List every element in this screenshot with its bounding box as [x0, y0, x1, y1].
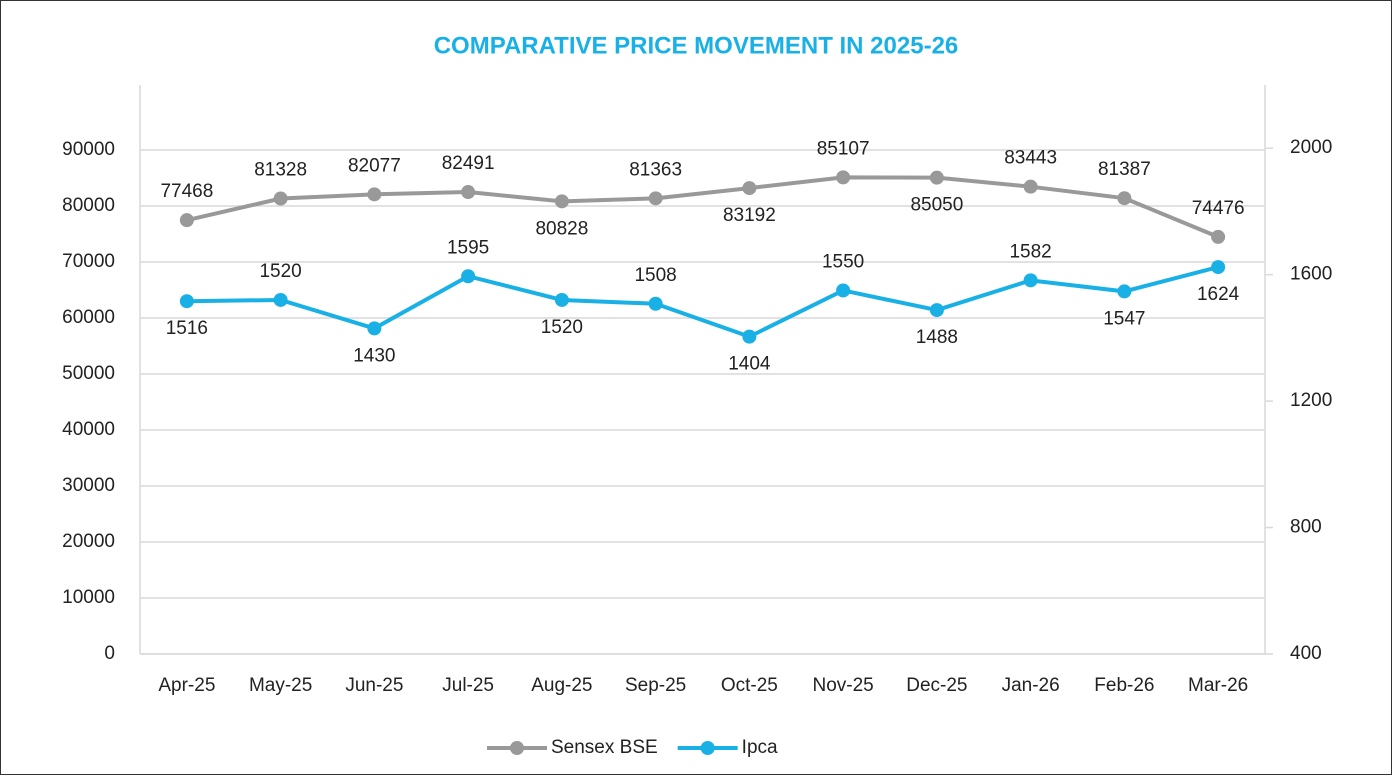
- data-label: 1516: [166, 318, 208, 339]
- x-tick-label: Jul-25: [442, 675, 494, 696]
- y-tick-label: 80000: [62, 195, 115, 216]
- x-tick-label: Sep-25: [625, 675, 686, 696]
- legend-marker: [700, 741, 715, 755]
- y-tick-label: 30000: [62, 475, 115, 496]
- data-label: 1595: [447, 237, 489, 258]
- point: [929, 170, 944, 185]
- point: [1023, 179, 1038, 194]
- data-label: 83192: [723, 205, 776, 226]
- x-tick-label: Jan-26: [1002, 675, 1060, 696]
- x-tick-label: Jun-25: [345, 675, 403, 696]
- point: [273, 292, 288, 307]
- point: [367, 321, 382, 336]
- data-label: 1508: [634, 265, 676, 286]
- data-label: 1547: [1103, 308, 1145, 329]
- y-tick-label: 70000: [62, 251, 115, 272]
- point: [554, 194, 569, 209]
- y-tick-label: 0: [104, 643, 115, 664]
- x-tick-label: Mar-26: [1188, 675, 1248, 696]
- chart-title: COMPARATIVE PRICE MOVEMENT IN 2025-26: [434, 32, 959, 59]
- point: [461, 269, 476, 284]
- y-tick-label: 90000: [62, 139, 115, 160]
- data-label: 83443: [1004, 148, 1057, 169]
- data-label: 77468: [160, 181, 213, 202]
- data-label: 1520: [259, 261, 301, 282]
- data-label: 74476: [1192, 198, 1245, 219]
- x-tick-label: Oct-25: [721, 675, 778, 696]
- y-tick-label: 10000: [62, 587, 115, 608]
- point: [179, 213, 194, 228]
- data-label: 1430: [353, 345, 395, 366]
- y2-tick-label: 1200: [1290, 390, 1332, 411]
- data-label: 1550: [822, 251, 864, 272]
- data-label: 85107: [817, 138, 870, 159]
- point: [179, 294, 194, 309]
- x-tick-label: May-25: [249, 675, 312, 696]
- point: [273, 191, 288, 206]
- legend-label: Ipca: [742, 737, 778, 758]
- data-label: 1582: [1009, 241, 1051, 262]
- y2-tick-label: 2000: [1290, 137, 1332, 158]
- point: [1211, 260, 1226, 275]
- data-label: 81387: [1098, 159, 1151, 180]
- x-tick-label: Aug-25: [531, 675, 592, 696]
- series-line: [186, 175, 1219, 239]
- point: [836, 283, 851, 298]
- point: [836, 170, 851, 185]
- x-tick-label: Dec-25: [906, 675, 967, 696]
- y-tick-label: 60000: [62, 307, 115, 328]
- data-label: 81328: [254, 160, 307, 181]
- point: [742, 329, 757, 344]
- legend-label: Sensex BSE: [551, 737, 658, 758]
- point: [742, 181, 757, 196]
- series-line: [186, 265, 1219, 339]
- x-tick-label: Apr-25: [158, 675, 215, 696]
- y2-tick-label: 1600: [1290, 264, 1332, 285]
- data-label: 82491: [442, 153, 495, 174]
- data-label: 1404: [728, 354, 771, 375]
- point: [1023, 273, 1038, 288]
- data-label: 1624: [1197, 284, 1240, 305]
- point: [648, 296, 663, 311]
- y2-tick-label: 800: [1290, 517, 1322, 538]
- point: [1117, 284, 1132, 299]
- legend-marker: [510, 741, 524, 755]
- point: [1211, 229, 1226, 244]
- point: [1117, 191, 1132, 206]
- data-label: 85050: [910, 195, 963, 216]
- y-tick-label: 40000: [62, 419, 115, 440]
- x-tick-label: Feb-26: [1094, 675, 1154, 696]
- y2-tick-label: 400: [1290, 643, 1322, 664]
- data-label: 82077: [348, 155, 401, 176]
- point: [554, 292, 569, 307]
- data-label: 1520: [541, 317, 583, 338]
- point: [367, 187, 382, 202]
- y-tick-label: 20000: [62, 531, 115, 552]
- point: [461, 185, 476, 200]
- point: [929, 303, 944, 318]
- y-tick-label: 50000: [62, 363, 115, 384]
- data-label: 1488: [916, 327, 958, 348]
- data-label: 80828: [535, 218, 588, 239]
- point: [648, 191, 663, 206]
- x-tick-label: Nov-25: [813, 675, 874, 696]
- data-label: 81363: [629, 159, 682, 180]
